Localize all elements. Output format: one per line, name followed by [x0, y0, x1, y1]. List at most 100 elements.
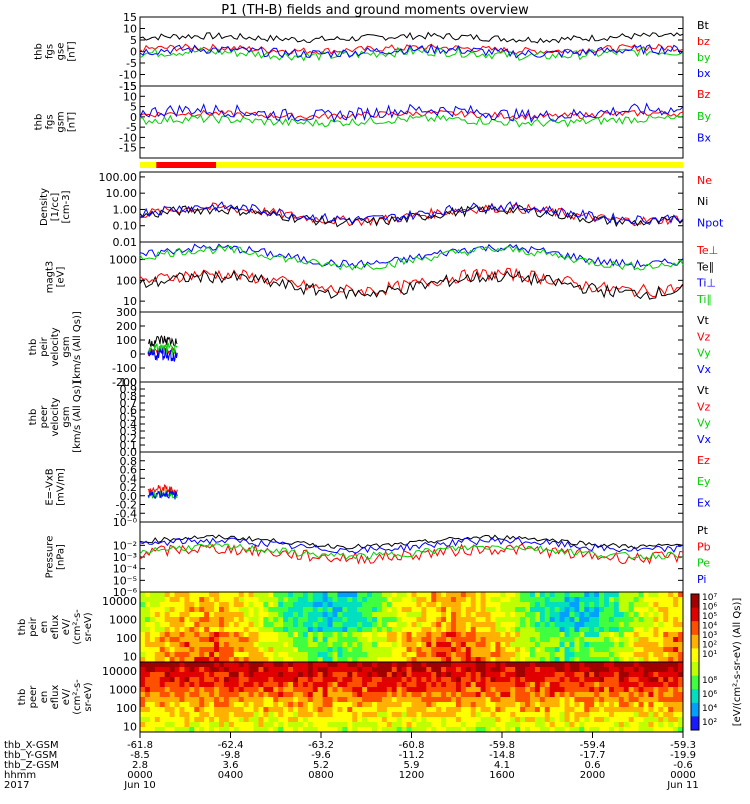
panel-peer_spec-cell [273, 702, 279, 708]
panel-peer_spec-cell [485, 697, 491, 703]
panel-peir_spec-cell [233, 657, 240, 663]
panel-peir_spec-cell [579, 617, 585, 623]
panel-peer_spec-cell [248, 697, 255, 703]
panel-peer_spec-cell [214, 682, 220, 688]
panel-peer_spec-cell [643, 682, 649, 688]
panel-peir_spec-cell [322, 632, 329, 638]
panel-peir_spec-cell [613, 637, 620, 643]
panel-peer_spec-cell [411, 727, 417, 733]
panel-peir_spec-cell [327, 627, 334, 633]
panel-peer_spec-cell [663, 717, 669, 723]
panel-peir_spec-cell [248, 637, 255, 643]
panel-peir_spec-cell [164, 597, 171, 603]
panel-peir_spec-cell [495, 597, 501, 603]
panel-peir_spec-cell [288, 657, 294, 663]
panel-peer_spec-cell [544, 692, 551, 698]
panel-peir_spec-cell [391, 637, 398, 643]
panel-peer_spec-cell [564, 672, 570, 678]
panel-peir_spec-cell [337, 607, 343, 613]
panel-peer_spec-cell [431, 677, 437, 683]
colorbar-tick-peir: 10¹ [702, 650, 717, 660]
panel-peer_spec-cell [658, 722, 664, 728]
panel-peir_spec-cell [184, 642, 190, 648]
panel-peir_spec-cell [317, 652, 324, 658]
panel-peer_spec-cell [312, 692, 319, 698]
panel-peir_spec-cell [549, 607, 556, 613]
panel-peer_spec-cell [633, 702, 640, 708]
panel-peer_spec-cell [258, 672, 264, 678]
panel-peir_spec-cell [658, 642, 664, 648]
panel-peer_spec-cell [441, 707, 447, 713]
panel-peir_spec-cell [569, 622, 575, 628]
panel-peir_spec-cell [297, 632, 304, 638]
panel-peer_spec-cell [253, 672, 259, 678]
panel-peer_spec-cell [441, 662, 447, 668]
panel-peer_spec-cell [584, 682, 590, 688]
panel-peer_spec-cell [209, 712, 215, 718]
panel-peir_spec-cell [233, 647, 240, 653]
panel-peer_spec-cell [357, 712, 363, 718]
panel-peir_spec-cell [431, 637, 437, 643]
panel-temp-legend-ti-: Ti∥ [696, 293, 712, 306]
panel-peir_spec-cell [263, 597, 269, 603]
panel-peer_spec-cell [238, 722, 245, 728]
panel-peer_spec-cell [495, 697, 501, 703]
panel-peer_spec-cell [332, 702, 338, 708]
panel-peir_spec-cell [342, 657, 348, 663]
panel-peer_spec-cell [248, 722, 255, 728]
panel-peer_spec-cell [613, 707, 620, 713]
panel-peer_spec-cell [505, 672, 511, 678]
panel-peer_spec-cell [144, 727, 151, 733]
panel-peer_spec-cell [608, 697, 615, 703]
panel-peir_spec-cell [608, 652, 615, 658]
panel-peir_spec-cell [485, 597, 491, 603]
panel-peer_spec-cell [450, 707, 457, 713]
xaxis-row-label-hhmm: hhmm [4, 770, 36, 781]
panel-peir_spec-cell [544, 627, 551, 633]
panel-peir_spec-cell [401, 657, 408, 663]
panel-peer_spec-cell [480, 677, 487, 683]
panel-peer_spec-cell [238, 717, 245, 723]
panel-peir_spec-cell [525, 597, 531, 603]
panel-fgs_gse-ytick-label: 10 [123, 23, 137, 36]
panel-peer_spec-cell [297, 677, 304, 683]
panel-peer_spec-cell [312, 722, 319, 728]
panel-peer_vel-ytick-label: 0.8 [120, 390, 138, 403]
panel-peer_spec-cell [386, 667, 393, 673]
panel-peir_spec-cell [386, 657, 393, 663]
panel-peir_spec-cell [312, 647, 319, 653]
panel-peer_spec-cell [293, 692, 299, 698]
panel-peir_spec-cell [214, 642, 220, 648]
panel-peer_spec-cell [653, 707, 659, 713]
panel-peer_spec-cell [140, 667, 146, 673]
panel-peer_spec-cell [608, 662, 615, 668]
panel-peer_spec-cell [623, 707, 630, 713]
panel-peir_spec-cell [470, 592, 477, 598]
panel-peir_spec-cell [406, 592, 412, 598]
panel-peer_spec-cell [376, 667, 383, 673]
panel-peir_spec-cell [347, 612, 353, 618]
panel-peir_spec-cell [618, 657, 625, 663]
panel-peir_spec-cell [450, 607, 457, 613]
panel-peir_spec-cell [233, 627, 240, 633]
panel-peer_spec-cell [505, 682, 511, 688]
panel-peer_spec-cell [362, 727, 368, 733]
panel-peer_spec-cell [569, 682, 575, 688]
panel-peir_spec-cell [604, 602, 610, 608]
panel-peir_spec-cell [258, 657, 264, 663]
panel-peer_spec-cell [199, 702, 205, 708]
panel-peir_spec-cell [638, 637, 645, 643]
panel-peir_spec-cell [288, 622, 294, 628]
panel-peer_spec-cell [421, 682, 427, 688]
panel-peir_spec-cell [174, 652, 180, 658]
panel-peir_spec-cell [248, 632, 255, 638]
panel-peir_spec-cell [623, 627, 630, 633]
panel-peir_spec-cell [140, 607, 146, 613]
panel-peer_spec-cell [149, 662, 156, 668]
panel-peer_spec-cell [569, 662, 575, 668]
panel-peir_spec-cell [258, 597, 264, 603]
panel-peir_spec-cell [223, 657, 230, 663]
panel-peer_spec-cell [539, 662, 546, 668]
panel-peer_spec-cell [579, 697, 585, 703]
panel-peer_spec-cell [594, 662, 600, 668]
